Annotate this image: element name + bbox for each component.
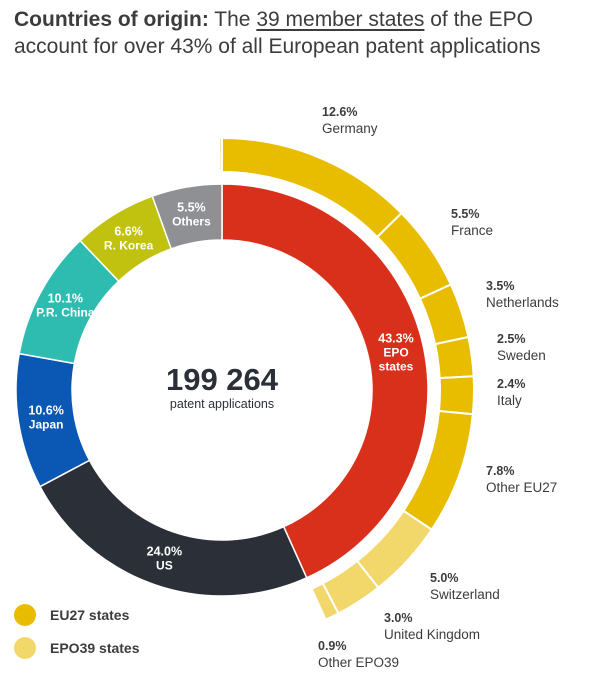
title-pre: The (214, 8, 251, 31)
inner-name-label-4: R. Korea (104, 238, 154, 252)
outer-ring (219, 136, 475, 622)
inner-pct-label-2: 10.6% (28, 404, 63, 418)
inner-pct-label-4: 6.6% (114, 224, 143, 238)
outer-slice-8 (310, 581, 340, 622)
outer-labels: 12.6% Germany 5.5% France 3.5% Netherlands 2.5… (318, 105, 559, 670)
center-label: patent applications (170, 397, 274, 411)
outer-name-label-5: Other EU27 (486, 480, 557, 495)
outer-name-label-1: France (451, 223, 493, 238)
outer-name-label-6: Switzerland (430, 587, 500, 602)
legend-swatch-eu27 (14, 604, 36, 626)
member-states-link[interactable]: 39 member states (256, 8, 425, 31)
inner-name-label-1: US (156, 558, 173, 572)
outer-pct-label-1: 5.5% (451, 207, 480, 221)
outer-pct-label-4: 2.4% (497, 377, 526, 391)
inner-pct-label-5: 5.5% (177, 201, 206, 215)
center-total: 199 264 (166, 362, 279, 397)
inner-slice-5 (151, 183, 223, 250)
outer-pct-label-6: 5.0% (430, 571, 459, 585)
legend-item-eu27: EU27 states (14, 604, 129, 626)
outer-pct-label-5: 7.8% (486, 464, 515, 478)
inner-pct-label-3: 10.1% (48, 292, 83, 306)
inner-name-label-5: Others (172, 215, 211, 229)
title-post: of the EPO account for over 43% of all E… (14, 8, 541, 58)
legend-swatch-epo39 (14, 637, 36, 659)
legend-label-eu27: EU27 states (50, 607, 130, 623)
outer-name-label-3: Sweden (497, 348, 546, 363)
inner-pct-label-0: 43.3% (378, 332, 413, 346)
outer-pct-label-3: 2.5% (497, 332, 526, 346)
title-bold: Countries of origin: (14, 8, 209, 31)
inner-slice-1 (39, 459, 308, 597)
legend-label-epo39: EPO39 states (50, 640, 140, 656)
outer-pct-label-7: 3.0% (384, 611, 413, 625)
outer-slice-4 (437, 375, 475, 416)
inner-name-label-2: Japan (29, 418, 64, 432)
inner-name-label-0: EPO (383, 346, 408, 360)
outer-name-label-8: Other EPO39 (318, 655, 399, 670)
outer-name-label-0: Germany (322, 121, 378, 136)
outer-slice-3 (433, 335, 475, 380)
outer-name-label-7: United Kingdom (384, 627, 480, 642)
outer-name-label-4: Italy (497, 393, 522, 408)
outer-pct-label-8: 0.9% (318, 639, 347, 653)
inner-name-label-0: states (379, 360, 414, 374)
outer-pct-label-0: 12.6% (322, 105, 357, 119)
outer-pct-label-2: 3.5% (486, 279, 515, 293)
inner-pct-label-1: 24.0% (147, 544, 182, 558)
legend-item-epo39: EPO39 states (14, 637, 140, 659)
outer-name-label-2: Netherlands (486, 295, 559, 310)
inner-name-label-3: P.R. China (36, 306, 95, 320)
chart-title: Countries of origin: The 39 member state… (14, 6, 604, 60)
inner-slice-0 (221, 183, 429, 579)
